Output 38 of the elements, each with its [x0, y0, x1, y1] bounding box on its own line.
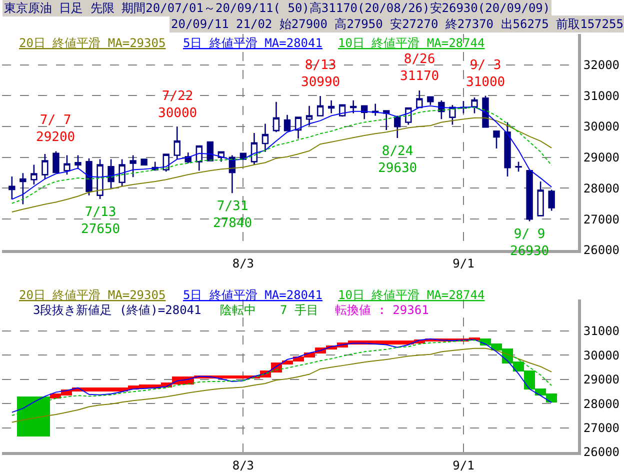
annotation: 8/13 30990 — [301, 58, 340, 90]
x-tick-label: 8/3 — [232, 256, 254, 270]
annotation: 8/26 31170 — [400, 52, 440, 84]
text: 5日 終値平滑 MA=28041 — [183, 36, 322, 50]
text: 10日 終値平滑 MA=28744 — [338, 288, 485, 302]
y-tick-label: 30000 — [583, 348, 620, 362]
text: 20日 終値平滑 MA=29305 — [19, 36, 166, 50]
annotation: 7 手目 — [280, 303, 318, 317]
annotation: 9/ 9 26930 — [510, 227, 550, 259]
text: 5日 終値平滑 MA=28041 — [183, 288, 322, 302]
x-tick-label: 9/1 — [452, 458, 474, 472]
y-tick-label: 27000 — [583, 212, 620, 226]
y-tick-label: 29000 — [583, 150, 620, 165]
annotation: 7/13 27650 — [81, 205, 120, 237]
text: 20日 終値平滑 MA=29305 — [19, 288, 166, 302]
y-tick-label: 31000 — [583, 324, 620, 338]
annotation: 7/31 27840 — [213, 199, 252, 231]
y-tick-label: 29000 — [583, 372, 620, 387]
y-tick-label: 26000 — [583, 445, 620, 460]
x-tick-label: 9/1 — [452, 256, 474, 270]
y-tick-label: 30000 — [583, 120, 620, 134]
chart-title: 東京原油 日足 先限 期間20/07/01～20/09/11( 50)高31170(20/08/26)安26930(20/09/09) — [4, 1, 550, 15]
y-tick-label: 32000 — [583, 58, 620, 72]
annotation: 7/ 7 29200 — [36, 113, 76, 145]
y-tick-label: 27000 — [583, 420, 620, 435]
y-tick-label: 28000 — [583, 396, 620, 411]
annotation: 8/24 29630 — [378, 144, 418, 176]
text: 10日 終値平滑 MA=28744 — [338, 36, 485, 50]
x-tick-label: 8/3 — [232, 458, 254, 472]
annotation: 陰転中 — [220, 303, 256, 317]
y-tick-label: 28000 — [583, 181, 620, 196]
y-tick-label: 31000 — [583, 88, 620, 103]
annotation: 3段抜き新値足 (終値)=28041 — [33, 303, 202, 317]
annotation: 転換値 : 29361 — [335, 303, 429, 317]
y-tick-label: 26000 — [583, 243, 620, 258]
chart-subtitle: 20/09/11 21/02 始27900 高27950 安27270 終27370 出56275 前取157255 — [171, 17, 624, 31]
annotation: 7/22 30000 — [158, 89, 198, 121]
annotation: 9/ 3 31000 — [466, 58, 506, 90]
